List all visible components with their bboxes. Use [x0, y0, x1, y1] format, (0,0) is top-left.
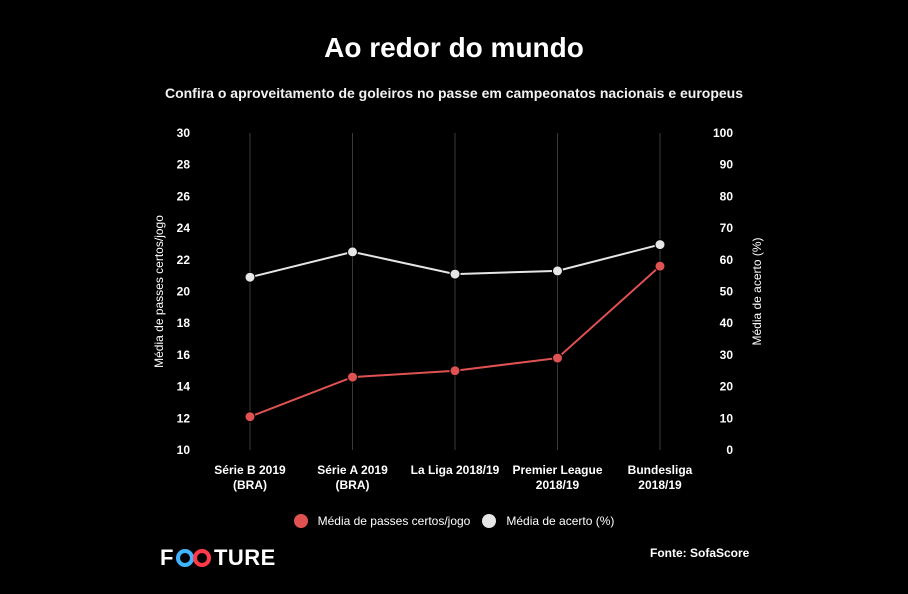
logo-suffix: TURE	[213, 545, 276, 570]
legend: Média de passes certos/jogo Média de ace…	[0, 514, 908, 528]
legend-label-passes: Média de passes certos/jogo	[317, 514, 471, 528]
left-tick-label-4: 18	[177, 316, 191, 330]
series-0-point-4	[654, 260, 666, 272]
right-tick-label-2: 20	[720, 380, 734, 394]
x-tick-label-2-0: La Liga 2018/19	[411, 463, 500, 477]
right-tick-label-9: 90	[720, 158, 734, 172]
x-tick-label-4-0: Bundesliga	[628, 463, 693, 477]
series-0-point-3	[552, 352, 563, 364]
left-tick-label-2: 14	[177, 380, 191, 394]
legend-label-accuracy: Média de acerto (%)	[506, 514, 615, 528]
left-tick-label-8: 26	[177, 189, 191, 203]
left-tick-label-3: 16	[177, 348, 191, 362]
right-tick-label-7: 70	[720, 221, 734, 235]
right-tick-label-0: 0	[726, 443, 733, 457]
infinity-icon	[175, 549, 211, 567]
series-1-point-0	[244, 271, 256, 283]
legend-dot-accuracy-icon	[482, 514, 497, 528]
left-tick-label-6: 22	[177, 253, 191, 267]
series-0-point-2	[449, 365, 461, 377]
source-credit: Fonte: SofaScore	[650, 546, 750, 560]
x-tick-label-0-1: (BRA)	[233, 478, 267, 492]
series-0-point-1	[347, 371, 358, 383]
series-0-point-0	[244, 411, 256, 423]
legend-item-accuracy[interactable]: Média de acerto (%)	[482, 514, 614, 528]
right-tick-label-5: 50	[720, 285, 734, 299]
left-tick-label-7: 24	[177, 221, 191, 235]
series-1-point-3	[552, 265, 563, 277]
x-tick-label-3-0: Premier League	[512, 463, 602, 477]
legend-dot-passes-icon	[293, 514, 308, 528]
right-tick-label-1: 10	[720, 411, 734, 425]
series-1-point-2	[449, 268, 461, 280]
left-tick-label-10: 30	[177, 126, 191, 140]
right-tick-label-8: 80	[720, 189, 734, 203]
y-right-axis-label: Média de acerto (%)	[750, 237, 764, 345]
left-tick-label-5: 20	[177, 285, 191, 299]
chart-subtitle: Confira o aproveitamento de goleiros no …	[164, 85, 744, 101]
x-tick-label-0-0: Série B 2019	[214, 463, 286, 477]
x-tick-label-1-1: (BRA)	[336, 478, 370, 492]
left-tick-label-1: 12	[177, 411, 191, 425]
x-tick-label-4-1: 2018/19	[638, 478, 682, 492]
left-tick-label-0: 10	[177, 443, 191, 457]
right-tick-label-3: 30	[720, 348, 734, 362]
left-tick-label-9: 28	[177, 158, 191, 172]
series-1-point-1	[347, 246, 358, 258]
right-tick-label-6: 60	[720, 253, 734, 267]
x-tick-label-1-0: Série A 2019	[317, 463, 388, 477]
footure-logo: F TURE	[160, 545, 276, 571]
right-tick-label-10: 100	[713, 126, 733, 140]
logo-prefix: F	[160, 545, 174, 570]
y-left-axis-label: Média de passes certos/jogo	[152, 215, 166, 368]
series-1-point-4	[654, 239, 666, 251]
right-tick-label-4: 40	[720, 316, 734, 330]
x-tick-label-3-1: 2018/19	[536, 478, 580, 492]
line-chart: 10 12 14 16 18 20 22 24 26 28 30 0 10 20 30 40 50 60 70 80 9…	[152, 126, 764, 492]
legend-item-passes[interactable]: Média de passes certos/jogo	[293, 514, 471, 528]
chart-title: Ao redor do mundo	[324, 32, 584, 63]
